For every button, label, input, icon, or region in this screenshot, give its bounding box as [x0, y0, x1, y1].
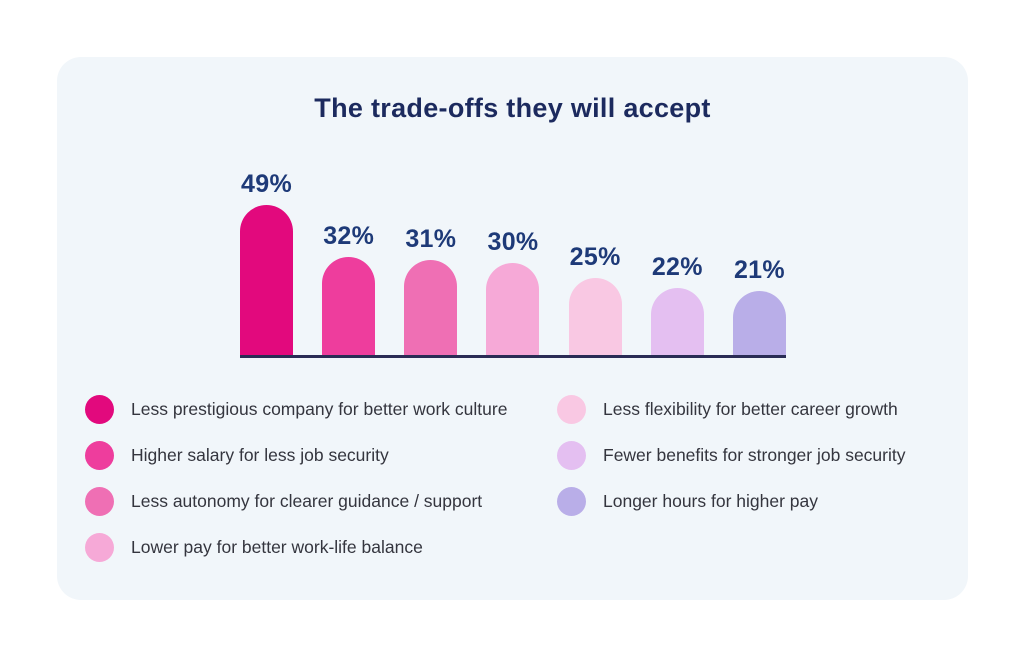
- bar-value-label: 30%: [487, 228, 539, 256]
- bar: [486, 263, 540, 355]
- legend-item-label: Longer hours for higher pay: [603, 491, 818, 511]
- legend-dot: [85, 533, 114, 562]
- bars-area: 49% 32% 31% 30% 25% 22% 21%: [240, 170, 786, 358]
- bar: [322, 257, 376, 355]
- legend-column-2: Less flexibility for better career growt…: [557, 395, 906, 516]
- legend-dot: [557, 487, 586, 516]
- legend-item: Fewer benefits for stronger job security: [557, 441, 906, 470]
- bar-value-label: 31%: [405, 225, 457, 253]
- legend-item-label: Less prestigious company for better work…: [131, 399, 508, 419]
- legend-item-label: Lower pay for better work-life balance: [131, 537, 423, 557]
- legend-dot: [557, 441, 586, 470]
- bar: [240, 205, 293, 355]
- legend-item-label: Higher salary for less job security: [131, 445, 389, 465]
- legend-item: Lower pay for better work-life balance: [85, 533, 557, 562]
- legend-dot: [85, 395, 114, 424]
- bar-value-label: 22%: [651, 253, 703, 281]
- bar-value-label: 32%: [323, 222, 375, 250]
- legend-dot: [85, 441, 114, 470]
- legend-column-1: Less prestigious company for better work…: [85, 395, 557, 562]
- legend: Less prestigious company for better work…: [85, 395, 906, 562]
- legend-item: Less prestigious company for better work…: [85, 395, 557, 424]
- bar-value-label: 21%: [733, 256, 785, 284]
- legend-item-label: Less autonomy for clearer guidance / sup…: [131, 491, 483, 511]
- bar-group: 22%: [650, 253, 704, 355]
- bar-group: 49%: [240, 170, 293, 355]
- bar-group: 21%: [732, 256, 786, 355]
- bar-group: 32%: [322, 222, 376, 355]
- legend-item-label: Less flexibility for better career growt…: [603, 399, 898, 419]
- legend-item: Less flexibility for better career growt…: [557, 395, 906, 424]
- legend-item: Less autonomy for clearer guidance / sup…: [85, 487, 557, 516]
- bar: [732, 291, 786, 355]
- bar-value-label: 25%: [569, 243, 621, 271]
- legend-dot: [85, 487, 114, 516]
- bar-group: 30%: [486, 228, 540, 355]
- bar-value-label: 49%: [241, 170, 292, 198]
- chart-title: The trade-offs they will accept: [314, 93, 711, 123]
- bar: [568, 278, 622, 355]
- legend-item: Higher salary for less job security: [85, 441, 557, 470]
- legend-dot: [557, 395, 586, 424]
- bar-group: 31%: [404, 225, 458, 355]
- bar-group: 25%: [568, 243, 622, 355]
- chart-card: The trade-offs they will accept 49% 32% 31…: [57, 57, 968, 600]
- bar: [404, 260, 458, 355]
- legend-item-label: Fewer benefits for stronger job security: [603, 445, 906, 465]
- bar: [650, 288, 704, 355]
- legend-item: Longer hours for higher pay: [557, 487, 906, 516]
